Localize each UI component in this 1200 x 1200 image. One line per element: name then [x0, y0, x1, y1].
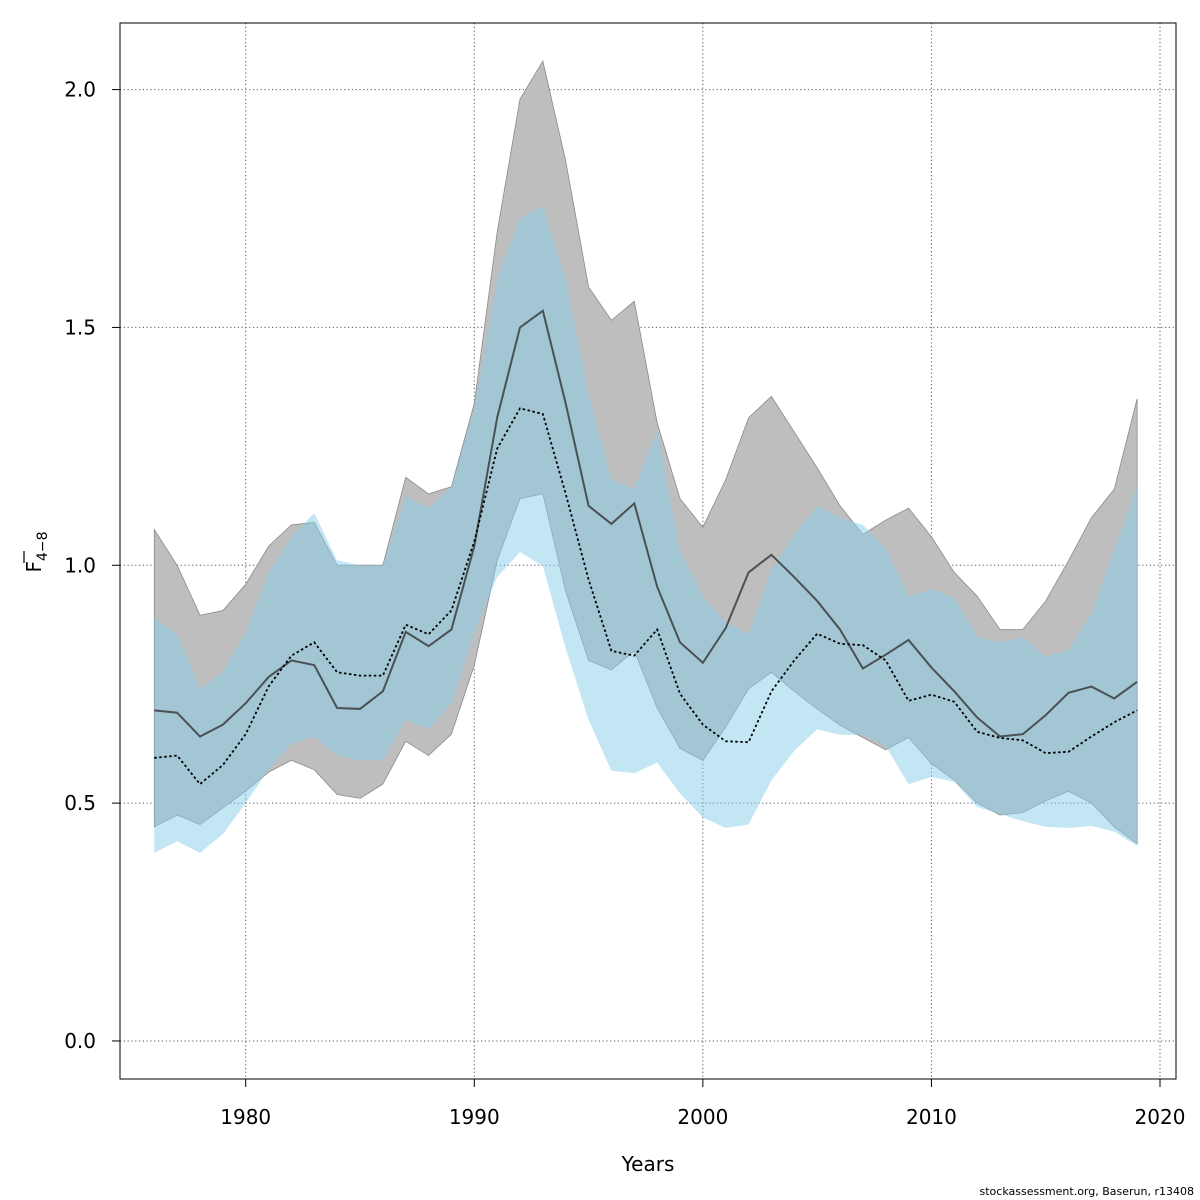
- x-tick-label: 2020: [1135, 1105, 1186, 1129]
- series-line-1: [154, 407, 1138, 786]
- y-axis-title: F4−8: [22, 531, 51, 572]
- x-tick-label: 1980: [220, 1105, 271, 1129]
- source-credit: stockassessment.org, Baserun, r13408: [979, 1185, 1195, 1198]
- x-tick-label: 1990: [449, 1105, 500, 1129]
- y-axis-title-subscript: 4−8: [35, 531, 51, 561]
- y-axis-title-main: F: [22, 561, 46, 573]
- series-line-0: [154, 309, 1138, 738]
- x-tick-label: 2010: [906, 1105, 957, 1129]
- confidence-bands: [153, 59, 1138, 854]
- y-axis: 0.0 0.5 1.0 1.5 2.0: [64, 78, 120, 1053]
- y-tick-label: 2.0: [64, 78, 96, 102]
- y-tick-label: 0.0: [64, 1029, 96, 1053]
- y-tick-label: 0.5: [64, 791, 96, 815]
- confidence-band-1: [154, 206, 1138, 854]
- x-axis-title: Years: [621, 1152, 675, 1176]
- y-tick-label: 1.0: [64, 553, 96, 577]
- series-lines: [154, 309, 1138, 786]
- svg-text:F4−8: F4−8: [22, 531, 51, 572]
- y-tick-label: 1.5: [64, 315, 96, 339]
- x-tick-label: 2000: [677, 1105, 728, 1129]
- x-axis: 1980 1990 2000 2010 2020: [220, 1078, 1186, 1129]
